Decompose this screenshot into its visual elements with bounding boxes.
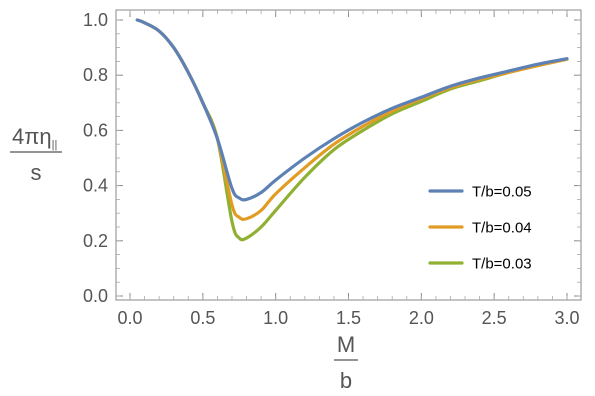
x-tick-label: 1.5	[336, 308, 361, 328]
y-tick-label: 0.4	[83, 176, 108, 196]
x-tick-label: 0.0	[117, 308, 142, 328]
series-lines	[135, 18, 569, 242]
y-tick-label: 1.0	[83, 10, 108, 30]
x-tick-label: 2.5	[482, 308, 507, 328]
x-tick-label: 1.0	[263, 308, 288, 328]
y-axis-label-numerator: 4πη||	[12, 124, 57, 151]
y-tick-label: 0.2	[83, 231, 108, 251]
x-tick-label: 2.0	[409, 308, 434, 328]
tick-marks	[116, 10, 581, 300]
y-tick-label: 0.6	[83, 120, 108, 140]
x-axis-label-denominator: b	[340, 368, 352, 393]
x-axis-label: M b	[334, 332, 358, 393]
legend: T/b=0.05 T/b=0.04 T/b=0.03	[428, 184, 532, 273]
x-tick-label: 0.5	[190, 308, 215, 328]
tick-labels: 0.0 0.5 1.0 1.5 2.0 2.5 3.0 0.0 0.2 0.4 0.6 0.8 1.0	[83, 10, 580, 328]
y-tick-label: 0.0	[83, 286, 108, 306]
legend-label: T/b=0.04	[472, 220, 532, 237]
y-axis-label: 4πη|| s	[10, 124, 62, 185]
y-tick-label: 0.8	[83, 65, 108, 85]
series-line-t-b-0-05	[135, 18, 569, 202]
y-axis-label-denominator: s	[31, 160, 42, 185]
x-tick-label: 3.0	[554, 308, 579, 328]
x-axis-label-numerator: M	[337, 332, 355, 357]
series-line-t-b-0-03	[135, 18, 569, 242]
legend-label: T/b=0.03	[472, 256, 532, 273]
legend-label: T/b=0.05	[472, 184, 532, 201]
